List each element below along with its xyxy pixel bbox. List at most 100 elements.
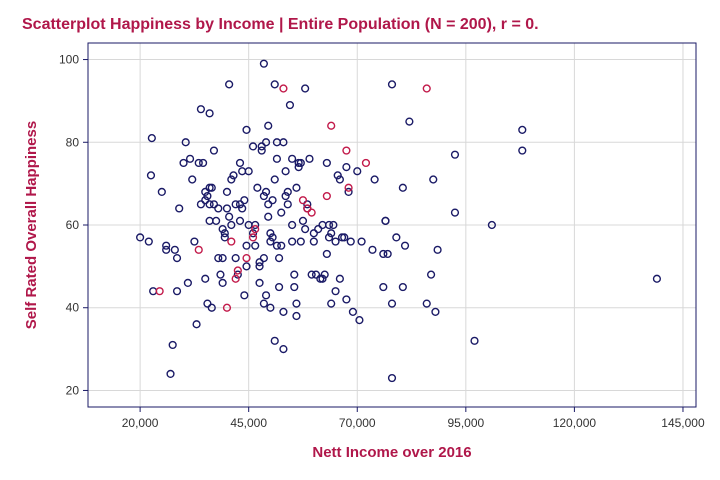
y-axis-title: Self Rated Overall Happiness xyxy=(23,121,40,329)
data-point xyxy=(227,175,236,184)
data-point xyxy=(392,233,401,242)
data-point xyxy=(327,299,336,308)
data-point xyxy=(344,187,353,197)
data-point xyxy=(324,233,334,242)
data-point xyxy=(244,167,253,176)
data-point xyxy=(387,373,397,383)
data-point xyxy=(170,245,179,254)
data-point xyxy=(344,183,353,192)
data-point xyxy=(216,270,225,279)
data-point xyxy=(242,262,251,271)
data-point xyxy=(290,282,299,292)
data-point xyxy=(277,241,286,250)
chart-title: Scatterplot Happiness by Income | Entire… xyxy=(22,16,539,33)
data-point xyxy=(248,233,258,242)
data-point xyxy=(431,307,440,316)
data-point xyxy=(487,220,496,230)
data-point xyxy=(257,142,266,151)
data-point xyxy=(381,216,390,225)
data-point xyxy=(331,237,340,246)
data-point xyxy=(301,225,310,234)
data-point xyxy=(370,175,379,184)
data-point xyxy=(179,158,188,168)
data-point xyxy=(222,303,232,312)
data-point xyxy=(272,154,282,163)
data-point xyxy=(235,216,245,225)
data-point xyxy=(288,154,297,163)
data-point xyxy=(251,241,260,250)
data-point xyxy=(379,282,388,292)
data-point xyxy=(209,200,219,209)
y-tick-label: 40 xyxy=(66,301,80,315)
data-point xyxy=(231,274,240,283)
data-point xyxy=(322,249,331,259)
data-point xyxy=(335,175,344,184)
data-point xyxy=(259,253,268,263)
data-point xyxy=(320,270,329,279)
data-point xyxy=(188,175,197,184)
data-point xyxy=(398,282,407,292)
data-point xyxy=(290,270,299,279)
data-point xyxy=(387,80,397,89)
data-point xyxy=(225,80,234,89)
data-point xyxy=(183,278,192,288)
data-point xyxy=(259,59,268,68)
data-point xyxy=(518,125,527,134)
data-point xyxy=(518,146,527,155)
data-point xyxy=(353,167,362,176)
data-point xyxy=(288,220,297,230)
data-point xyxy=(266,237,275,246)
data-point xyxy=(277,208,286,217)
y-tick-label: 60 xyxy=(66,218,80,232)
data-point xyxy=(361,158,371,168)
data-point xyxy=(268,233,277,242)
data-point xyxy=(225,212,234,221)
data-point xyxy=(251,220,260,230)
data-point xyxy=(201,196,210,205)
data-point xyxy=(422,299,431,308)
data-point xyxy=(307,208,316,217)
data-point xyxy=(218,253,227,263)
data-point xyxy=(259,299,268,308)
data-point xyxy=(218,225,227,234)
data-point xyxy=(303,200,312,209)
data-point xyxy=(259,191,268,201)
data-point xyxy=(279,344,288,354)
data-point xyxy=(379,249,388,259)
data-point xyxy=(192,320,201,329)
data-point xyxy=(270,336,279,345)
data-point xyxy=(255,278,264,288)
data-point xyxy=(242,241,251,250)
data-point xyxy=(157,187,166,197)
data-point xyxy=(264,200,273,209)
data-points xyxy=(136,59,662,383)
data-point xyxy=(144,237,153,246)
data-point xyxy=(235,158,245,168)
data-point xyxy=(255,258,264,267)
data-point xyxy=(426,270,436,279)
data-point xyxy=(281,167,290,176)
data-point xyxy=(272,241,282,250)
data-point xyxy=(194,158,203,168)
data-point xyxy=(190,237,199,246)
data-point xyxy=(207,183,216,192)
data-point xyxy=(309,237,318,246)
data-point xyxy=(268,196,277,205)
data-point xyxy=(214,204,223,213)
data-point xyxy=(201,274,210,283)
data-point xyxy=(329,220,338,230)
data-point xyxy=(253,183,262,192)
data-point xyxy=(333,171,342,180)
data-point xyxy=(387,299,397,308)
data-point xyxy=(203,191,212,201)
data-point xyxy=(470,336,479,345)
x-tick-label: 45,000 xyxy=(230,416,267,430)
data-point xyxy=(422,84,431,93)
x-tick-label: 120,000 xyxy=(553,416,597,430)
data-point xyxy=(231,253,240,263)
data-point xyxy=(196,105,206,114)
data-point xyxy=(305,154,314,163)
data-point xyxy=(240,291,249,300)
data-point xyxy=(355,316,364,325)
x-tick-label: 20,000 xyxy=(122,416,159,430)
